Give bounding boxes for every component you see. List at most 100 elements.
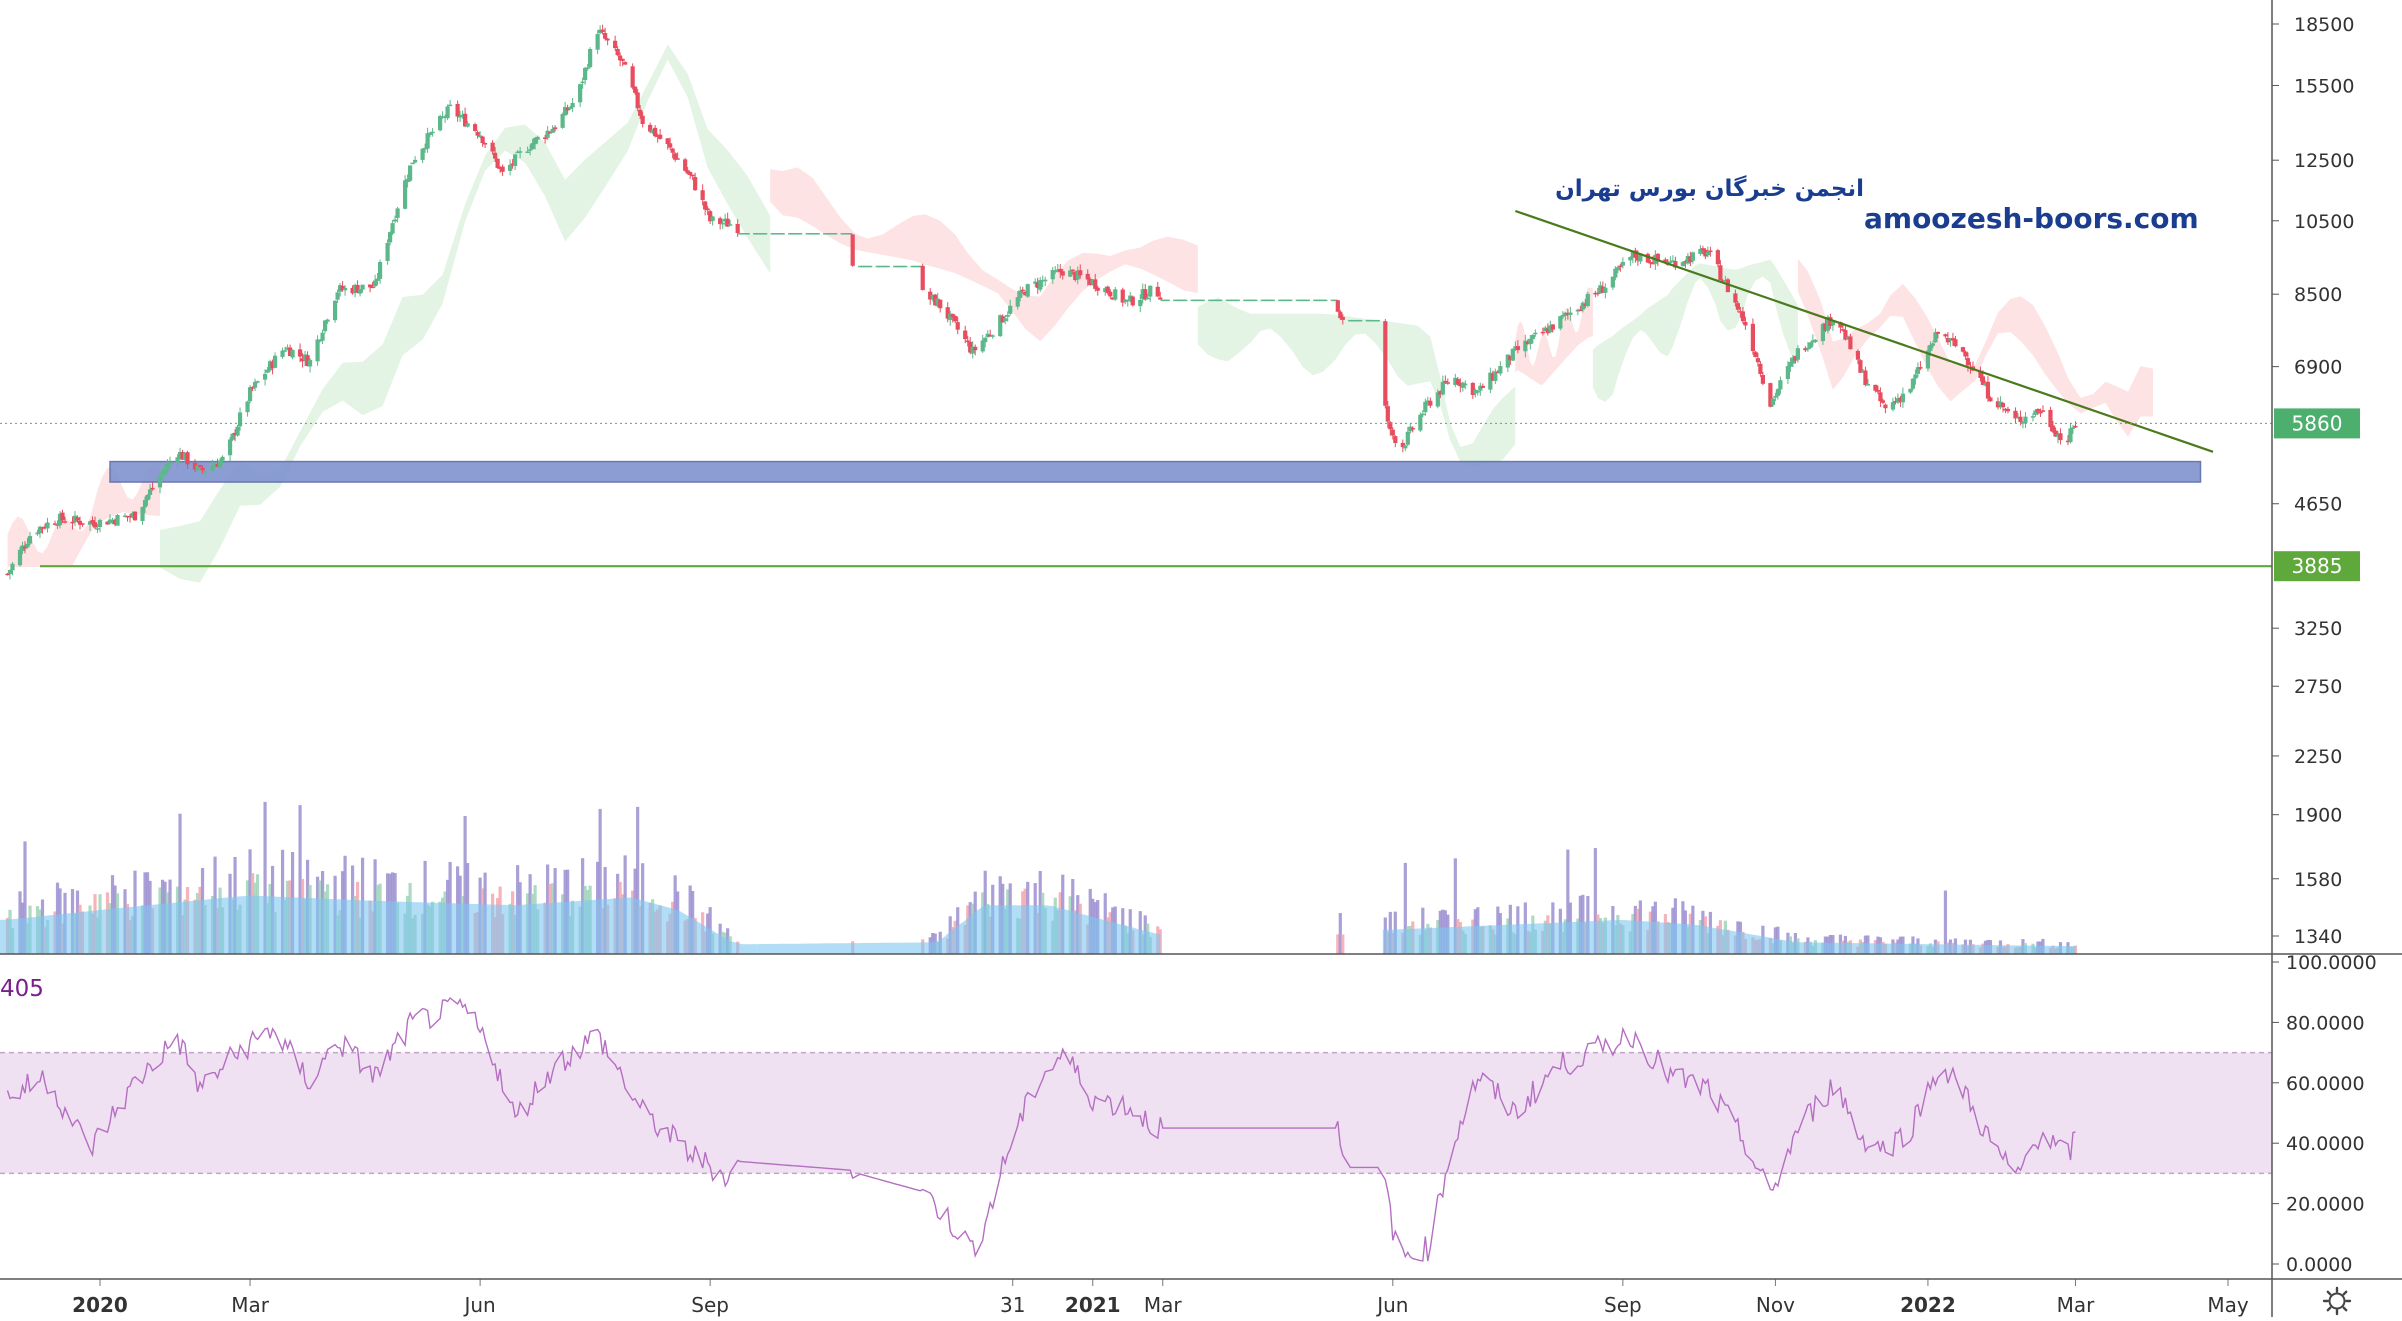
candle-body (1575, 309, 1580, 312)
candle-body (437, 116, 443, 131)
candle-body (22, 546, 28, 549)
candle-body (585, 67, 590, 69)
candle-body (988, 334, 993, 337)
candle-body (1843, 330, 1848, 340)
candle-body (658, 134, 663, 139)
volume-bar (263, 801, 267, 954)
candle-body (618, 55, 623, 61)
candle-body (2018, 416, 2023, 422)
support-zone-layer (109, 460, 2202, 483)
candle-body (87, 521, 93, 525)
candle-body (568, 107, 573, 109)
candle-body (605, 38, 610, 41)
candle-body (543, 137, 548, 139)
ichimoku-cloud (7, 44, 2153, 583)
candle-body (688, 171, 693, 175)
candle-body (1528, 338, 1533, 344)
candle-body (147, 489, 153, 495)
candle-body (77, 520, 83, 525)
candle-body (1268, 299, 1273, 302)
candle-body (2068, 428, 2073, 443)
candle-body (630, 66, 635, 88)
candle-body (1300, 299, 1305, 302)
candle-body (848, 233, 853, 235)
candle-body (1615, 267, 1620, 271)
candle-body (1270, 299, 1275, 302)
candle-body (970, 346, 975, 354)
candle-body (1350, 319, 1355, 322)
candle-body (267, 361, 273, 371)
candle-body (1298, 299, 1303, 302)
candle-body (1945, 338, 1951, 343)
candle-body (20, 545, 25, 552)
candle-body (1995, 401, 2001, 408)
candle-body (1965, 358, 1971, 366)
candle-body (217, 460, 223, 468)
candle-body (640, 115, 645, 124)
candle-body (598, 29, 603, 34)
candle-body (495, 158, 500, 168)
candle-body (1143, 289, 1148, 300)
candle-body (1855, 350, 1861, 360)
candle-body (1540, 331, 1545, 334)
candle-body (1918, 367, 1923, 369)
rsi-y-tick-label: 100.0000 (2286, 952, 2377, 974)
candle-body (115, 515, 120, 526)
candle-body (1910, 378, 1916, 389)
candle-body (405, 179, 410, 183)
candle-body (1333, 299, 1338, 302)
x-tick-label: Mar (1144, 1293, 1183, 1317)
candle-body (212, 464, 218, 467)
candle-body (1288, 299, 1293, 302)
candle-body (1578, 309, 1583, 312)
candle-body (1825, 316, 1831, 331)
candle-body (1865, 384, 1871, 386)
candle-body (770, 233, 775, 235)
candle-body (1208, 299, 1213, 302)
candle-body (860, 265, 865, 268)
candle-body (1323, 299, 1328, 302)
candle-body (1495, 371, 1500, 374)
candle-body (1373, 319, 1378, 322)
candle-body (1793, 356, 1798, 361)
candle-body (272, 355, 278, 368)
candle-body (195, 465, 200, 471)
x-tick-label: 31 (1000, 1293, 1025, 1317)
candle-body (1180, 299, 1185, 302)
candle-body (1400, 442, 1405, 448)
x-tick-label: Jun (462, 1293, 495, 1317)
candle-body (893, 265, 898, 268)
candle-body (830, 233, 835, 235)
y-tick-label: 12500 (2294, 150, 2354, 172)
candle-body (675, 158, 680, 160)
candle-body (1423, 401, 1428, 413)
candle-body (560, 113, 565, 128)
candle-body (518, 151, 523, 153)
candle-body (1385, 406, 1390, 422)
candle-body (690, 174, 695, 177)
candle-body (533, 137, 538, 145)
rsi-line (6, 996, 2076, 1262)
watermark: انجمن خبرگان بورس تهران amoozesh-boors.c… (1555, 175, 2199, 235)
candle-body (1565, 313, 1570, 315)
settings-button[interactable] (2320, 1286, 2354, 1316)
candle-body (1875, 389, 1881, 392)
candle-body (465, 123, 470, 127)
candle-body (110, 519, 115, 522)
candle-body (145, 494, 150, 501)
candle-body (162, 469, 168, 474)
candle-body (1525, 341, 1530, 345)
cloud-green (1197, 297, 1516, 467)
candle-body (1705, 251, 1710, 256)
candle-body (2015, 417, 2021, 419)
candle-body (1250, 299, 1255, 302)
candle-body (322, 320, 328, 332)
candle-body (1775, 389, 1781, 396)
candle-body (1858, 360, 1863, 373)
candle-body (1148, 285, 1153, 297)
candle-body (918, 265, 923, 268)
candle-body (1638, 253, 1643, 262)
candle-body (1738, 311, 1743, 313)
candle-body (215, 463, 220, 467)
candle-body (1650, 262, 1655, 265)
